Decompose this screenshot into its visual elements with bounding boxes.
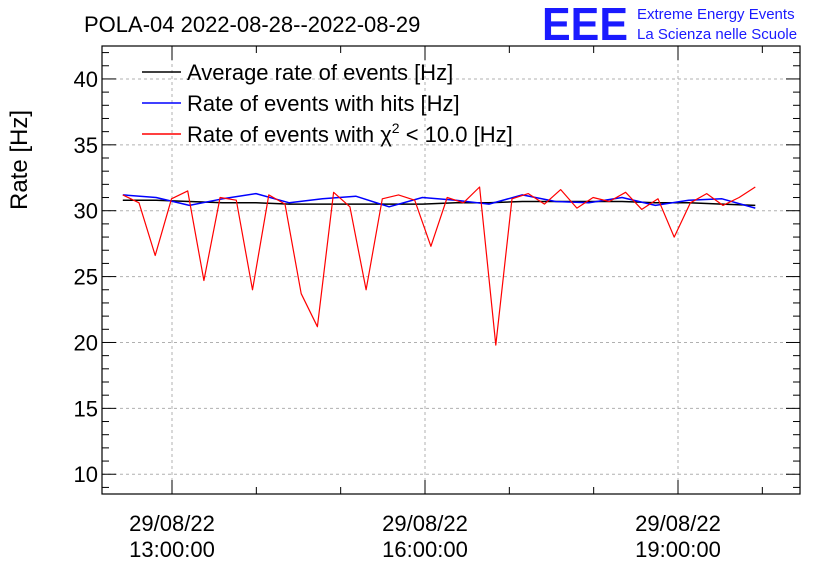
logo-mark: EEE	[542, 0, 628, 50]
series-layer	[122, 186, 756, 346]
eee-logo: EEE Extreme Energy Events La Scienza nel…	[542, 0, 797, 50]
x-tick-time: 16:00:00	[382, 537, 468, 562]
axis-ticks	[102, 46, 800, 494]
grid-lines	[102, 46, 800, 494]
x-tick-date: 29/08/22	[129, 511, 215, 536]
x-tick-time: 19:00:00	[635, 537, 721, 562]
x-tick-labels: 29/08/2213:00:0029/08/2216:00:0029/08/22…	[129, 511, 721, 562]
logo-line-1: Extreme Energy Events	[637, 6, 795, 23]
series-average-line	[122, 199, 756, 207]
x-tick-time: 13:00:00	[129, 537, 215, 562]
y-tick-label: 15	[74, 396, 98, 421]
x-tick-date: 29/08/22	[382, 511, 468, 536]
legend: Average rate of events [Hz] Rate of even…	[142, 60, 513, 147]
legend-label-chi2: Rate of events with χ2 < 10.0 [Hz]	[187, 120, 513, 147]
logo-line-2: La Scienza nelle Scuole	[637, 26, 797, 43]
y-tick-label: 20	[74, 330, 98, 355]
plot-frame	[101, 45, 801, 495]
y-tick-label: 10	[74, 462, 98, 487]
series-chi2-line	[122, 186, 756, 346]
chart-title: POLA-04 2022-08-28--2022-08-29	[84, 12, 420, 37]
legend-label-average: Average rate of events [Hz]	[187, 60, 453, 85]
y-axis-label: Rate [Hz]	[6, 110, 33, 210]
y-tick-label: 25	[74, 265, 98, 290]
x-tick-date: 29/08/22	[635, 511, 721, 536]
y-tick-labels: 10 15 20 25 30 35 40	[74, 67, 98, 487]
y-tick-label: 30	[74, 199, 98, 224]
legend-label-hits: Rate of events with hits [Hz]	[187, 91, 460, 116]
y-tick-label: 40	[74, 67, 98, 92]
y-tick-label: 35	[74, 133, 98, 158]
